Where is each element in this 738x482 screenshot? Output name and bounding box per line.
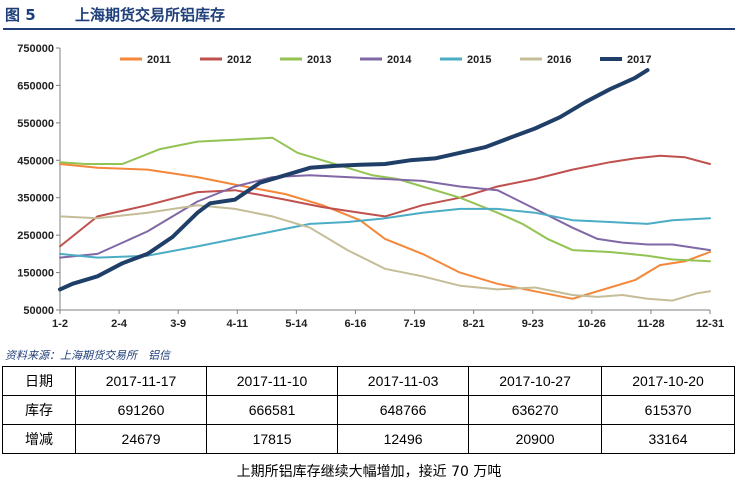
table-header-cell: 2017-11-03 [337,366,470,396]
series-line-2015 [59,207,711,259]
x-axis-ticks: 1-2 2-4 3-9 4-11 5-14 6-16 7-19 8-21 9-23 10-26 11… [52,310,724,330]
chart-caption: 上期所铝库存继续大幅增加，接近 70 万吨 [236,464,502,480]
x-tick-label: 7-19 [404,318,426,330]
legend-label-2011: 2011 [147,54,171,66]
figure-label: 图 5 [5,6,36,24]
series-line-2011 [59,163,711,300]
x-tick-label: 6-16 [344,318,366,330]
chart-legend: 2011 2012 2013 2014 2015 2016 2017 [120,54,651,66]
legend-label-2016: 2016 [547,54,571,66]
figure-header: 图 5 上海期货交易所铝库存 [0,0,738,30]
table-cell: 636270 [468,395,603,425]
table-cell: 12496 [337,424,470,454]
y-tick-label: 50000 [23,305,54,317]
x-tick-label: 1-2 [52,318,68,330]
x-tick-label: 12-31 [696,318,724,330]
chart-container: 50000 150000 250000 350000 450000 550000 65000… [0,32,738,348]
table-cell: 691260 [74,395,208,425]
table-header-cell: 日期 [2,366,76,396]
table-cell: 33164 [601,424,735,454]
table-row-label: 增减 [2,424,76,454]
table-cell: 666581 [206,395,339,425]
table-cell: 17815 [206,424,339,454]
inventory-table: 日期 2017-11-17 2017-11-10 2017-11-03 2017… [2,366,735,454]
legend-label-2012: 2012 [227,54,251,66]
y-tick-label: 750000 [17,43,54,55]
legend-label-2014: 2014 [387,54,412,66]
table-row-label: 库存 [2,395,76,425]
table-cell: 615370 [601,395,735,425]
legend-label-2015: 2015 [467,54,491,66]
table-header-cell: 2017-11-17 [74,366,208,396]
table-row: 增减 24679 17815 12496 20900 33164 [2,424,735,454]
x-tick-label: 3-9 [170,318,186,330]
figure-title: 上海期货交易所铝库存 [75,6,226,24]
y-tick-label: 150000 [17,268,54,280]
table-header-cell: 2017-11-10 [206,366,339,396]
table-cell: 20900 [468,424,603,454]
header-divider [3,28,735,30]
x-tick-label: 5-14 [285,318,308,330]
y-axis-ticks: 50000 150000 250000 350000 450000 550000 65000… [17,43,60,317]
table-cell: 648766 [337,395,470,425]
series-line-2012 [59,154,711,248]
x-tick-label: 10-26 [578,318,606,330]
table-header-cell: 2017-10-27 [468,366,603,396]
y-tick-label: 550000 [17,118,54,130]
x-tick-label: 4-11 [227,318,248,330]
series-line-2013 [59,136,711,263]
x-tick-label: 9-23 [522,318,544,330]
table-cell: 24679 [74,424,208,454]
x-tick-label: 2-4 [111,318,128,330]
series-lines [58,68,711,302]
table-header-row: 日期 2017-11-17 2017-11-10 2017-11-03 2017… [2,366,735,396]
x-tick-label: 8-21 [463,318,485,330]
y-tick-label: 450000 [17,155,54,167]
source-note: 资料来源：上海期货交易所 铝信 [5,349,170,362]
line-chart: 50000 150000 250000 350000 450000 550000 65000… [17,43,724,330]
series-line-2014 [59,174,711,259]
y-tick-label: 250000 [17,230,54,242]
legend-label-2017: 2017 [627,54,651,66]
y-tick-label: 650000 [17,80,54,92]
y-tick-label: 350000 [17,193,54,205]
x-tick-label: 11-28 [637,318,665,330]
legend-label-2013: 2013 [307,54,331,66]
table-row: 库存 691260 666581 648766 636270 615370 [2,395,735,425]
series-line-2017 [58,68,650,292]
chart-axes [59,48,710,311]
table-header-cell: 2017-10-20 [601,366,735,396]
